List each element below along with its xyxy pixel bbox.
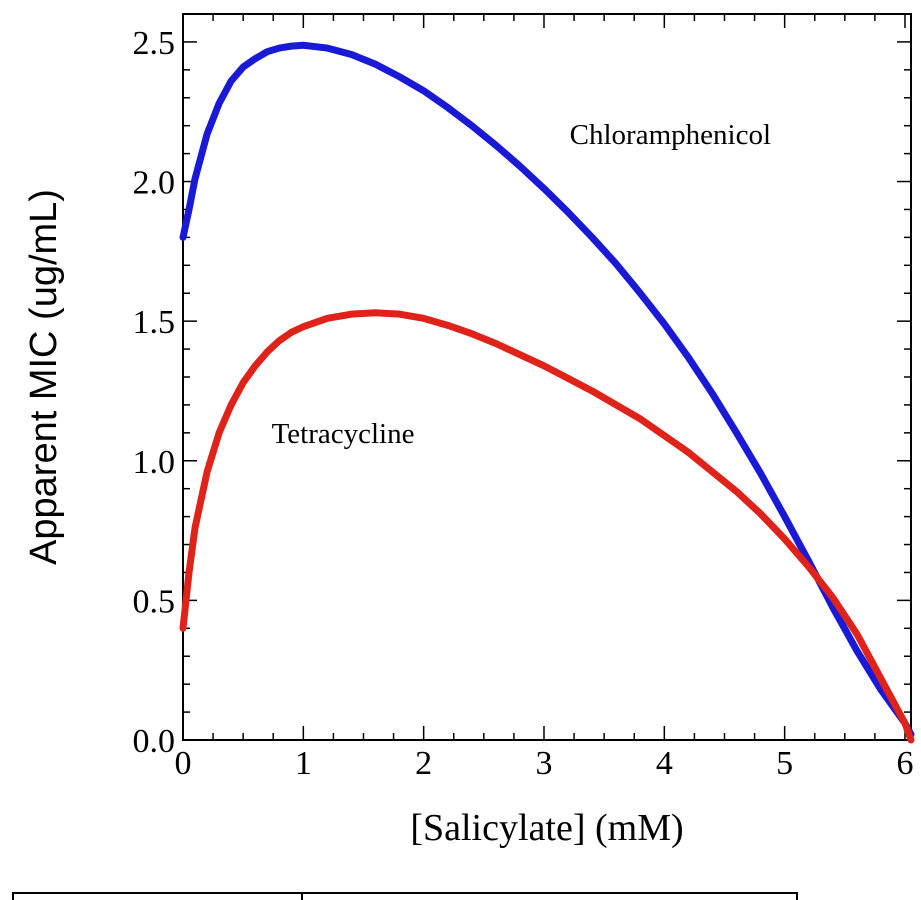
series-line-chloramphenicol <box>179 41 915 738</box>
y-tick-label: 2.5 <box>133 25 176 62</box>
bottom-table-frame <box>12 892 798 900</box>
y-tick-label: 1.0 <box>133 444 176 481</box>
x-tick-label: 2 <box>415 745 432 782</box>
plot-frame <box>182 13 912 741</box>
y-tick-label: 1.5 <box>133 304 176 341</box>
series-line-tetracycline <box>179 309 915 744</box>
x-tick-label: 0 <box>175 745 192 782</box>
x-tick-label: 6 <box>896 745 913 782</box>
y-tick-label: 2.0 <box>133 165 176 202</box>
x-tick-label: 3 <box>535 745 552 782</box>
y-tick-label: 0.5 <box>133 583 176 620</box>
x-tick-label: 5 <box>776 745 793 782</box>
y-tick-label: 0.0 <box>133 723 176 760</box>
x-tick-label: 1 <box>295 745 312 782</box>
plot-area <box>179 13 915 744</box>
x-tick-label: 4 <box>656 745 673 782</box>
series-label-tetracycline: Tetracycline <box>272 418 415 450</box>
tick-marks <box>182 13 911 741</box>
series-label-chloramphenicol: Chloramphenicol <box>570 119 771 151</box>
axis-labels: 0 1 2 3 4 5 6 0.0 0.5 1.0 1.5 2.0 2.5 <box>133 25 914 782</box>
x-axis-title: [Salicylate] (mM) <box>410 807 683 849</box>
y-axis-title: Apparent MIC (ug/mL) <box>23 189 65 565</box>
series-lines <box>179 41 915 744</box>
